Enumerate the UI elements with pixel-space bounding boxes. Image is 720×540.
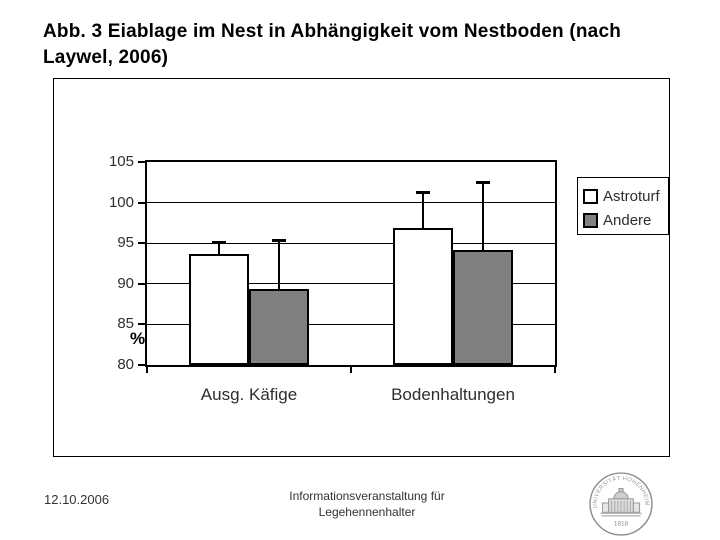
y-tick-label: 85 [117, 315, 134, 333]
slide-title: Abb. 3 Eiablage im Nest in Abhängigkeit … [43, 21, 622, 68]
category-label: Bodenhaltungen [391, 385, 515, 404]
error-bar-cap [476, 181, 490, 185]
seal-building-icon [600, 488, 642, 517]
y-tick-label: 80 [117, 356, 134, 373]
legend: Astroturf Andere [577, 177, 669, 235]
legend-item: Andere [583, 208, 664, 232]
error-bar-line [278, 239, 280, 290]
footer-event-line1: Informationsveranstaltung für [289, 489, 445, 503]
university-seal-logo: UNIVERSITÄT HOHENHEIM 1818 [589, 472, 653, 536]
bar [453, 249, 513, 365]
y-tick-label: 95 [117, 234, 134, 252]
y-tick [138, 282, 145, 285]
seal-year: 1818 [614, 521, 629, 528]
y-tick [138, 161, 145, 163]
gridline [147, 202, 555, 204]
legend-item: Astroturf [583, 184, 664, 208]
error-bar-line [218, 241, 220, 254]
error-bar-cap [416, 191, 430, 195]
error-bar-line [482, 182, 484, 250]
legend-label: Andere [603, 211, 652, 229]
x-tick [554, 367, 556, 373]
x-tick [350, 367, 352, 373]
legend-label: Astroturf [603, 187, 660, 205]
bar [393, 227, 453, 365]
bar [249, 289, 309, 365]
y-tick [138, 364, 145, 366]
chart-frame: % Astroturf Andere 80 85 90 95 100 105 Ausg. Kä… [53, 78, 670, 457]
y-tick-label: 90 [117, 274, 134, 292]
plot-area [138, 160, 557, 373]
y-tick [138, 201, 145, 204]
y-tick-label: 105 [108, 153, 134, 170]
error-bar-line [422, 192, 424, 228]
x-tick [146, 367, 148, 373]
gridline [147, 283, 555, 285]
category-label: Ausg. Käfige [200, 385, 298, 404]
footer-date: 12.10.2006 [44, 492, 110, 507]
footer-event-title: Informationsveranstaltung für Legehennen… [167, 488, 567, 520]
y-axis-label-percent: % [130, 329, 146, 348]
y-tick [138, 242, 145, 245]
y-tick-label: 100 [108, 193, 134, 211]
error-bar-cap [212, 240, 226, 244]
bar [189, 253, 249, 365]
gridline [147, 242, 555, 244]
error-bar-cap [272, 238, 286, 242]
legend-swatch [583, 212, 598, 228]
legend-swatch [583, 188, 598, 204]
footer-event-line2: Legehennenhalter [318, 505, 416, 519]
y-tick [138, 323, 145, 326]
gridline [147, 323, 555, 325]
